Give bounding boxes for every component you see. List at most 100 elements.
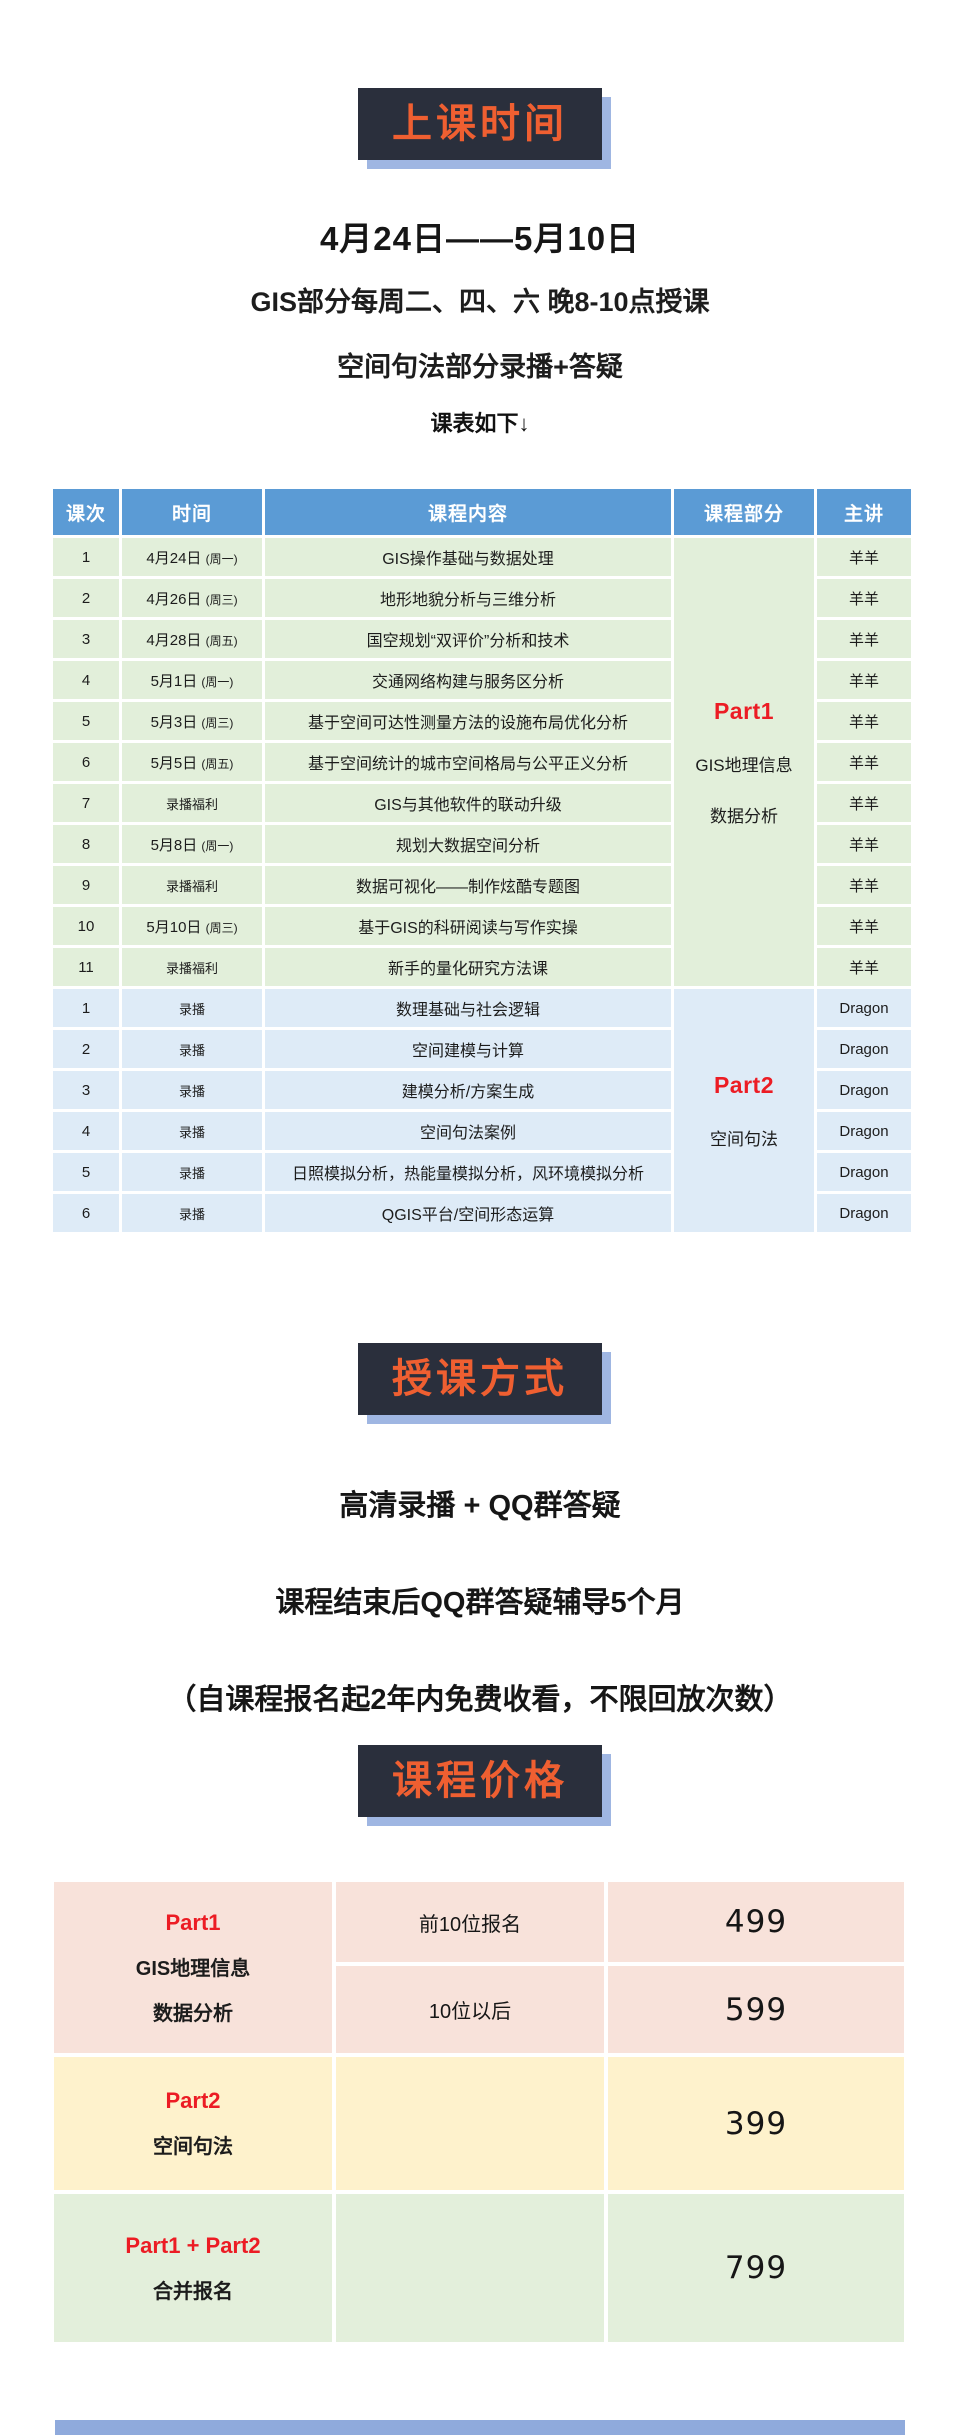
- lesson-time: 5月3日 (周三): [122, 702, 262, 740]
- pricing-row-combo: Part1 + Part2 合并报名 799: [54, 2194, 904, 2342]
- lesson-content: 基于GIS的科研阅读与写作实操: [265, 907, 671, 945]
- lesson-content: 数理基础与社会逻辑: [265, 989, 671, 1027]
- header-time: 时间: [122, 489, 262, 535]
- pricing-row-part1-early: Part1 GIS地理信息 数据分析 前10位报名 499: [54, 1882, 904, 2053]
- pricing-part1-sub1: GIS地理信息: [135, 1957, 251, 1980]
- pricing-title: 课程价格: [392, 1759, 568, 1803]
- lesson-content: 基于空间可达性测量方法的设施布局优化分析: [265, 702, 671, 740]
- lesson-number: 1: [53, 989, 119, 1027]
- pricing-table: Part1 GIS地理信息 数据分析 前10位报名 499 10位以后 599 …: [50, 1878, 908, 2346]
- pricing-combo-sub1: 合并报名: [153, 2280, 233, 2303]
- lesson-time: 录播福利: [122, 866, 262, 904]
- lesson-number: 7: [53, 784, 119, 822]
- class-time-title-box: 上课时间: [358, 88, 602, 160]
- schedule-row: 2 4月26日 (周三) 地形地貌分析与三维分析 羊羊: [53, 579, 911, 617]
- course-part-cell: Part1 GIS地理信息 数据分析: [674, 538, 814, 986]
- schedule-row: 9 录播福利 数据可视化——制作炫酷专题图 羊羊: [53, 866, 911, 904]
- next-table-header-partial: [55, 2420, 905, 2435]
- lesson-teacher: Dragon: [817, 989, 911, 1027]
- schedule-row: 10 5月10日 (周三) 基于GIS的科研阅读与写作实操 羊羊: [53, 907, 911, 945]
- lesson-content: 新手的量化研究方法课: [265, 948, 671, 986]
- pricing-part1-label: Part1: [165, 1909, 221, 1935]
- teaching-method-title: 授课方式: [392, 1357, 568, 1401]
- lesson-number: 3: [53, 620, 119, 658]
- lesson-teacher: 羊羊: [817, 784, 911, 822]
- schedule-row: 6 5月5日 (周五) 基于空间统计的城市空间格局与公平正义分析 羊羊: [53, 743, 911, 781]
- empty-cell: [336, 2057, 604, 2190]
- lesson-number: 6: [53, 743, 119, 781]
- pricing-price-799: 799: [608, 2194, 904, 2342]
- teaching-method-title-box: 授课方式: [358, 1343, 602, 1415]
- lesson-content: 空间句法案例: [265, 1112, 671, 1150]
- lesson-number: 2: [53, 579, 119, 617]
- lesson-number: 4: [53, 661, 119, 699]
- header-content: 课程内容: [265, 489, 671, 535]
- schedule-table: 课次 时间 课程内容 课程部分 主讲 1 4月24日 (周一) GIS操作基础与数据…: [50, 486, 914, 1235]
- lesson-time: 4月26日 (周三): [122, 579, 262, 617]
- lesson-number: 3: [53, 1071, 119, 1109]
- pricing-part2-sub1: 空间句法: [153, 2136, 233, 2158]
- lesson-number: 8: [53, 825, 119, 863]
- pricing-row-part1-late: 10位以后 599: [54, 1966, 904, 2053]
- lesson-number: 6: [53, 1194, 119, 1232]
- lesson-time: 录播: [122, 1030, 262, 1068]
- lesson-content: 规划大数据空间分析: [265, 825, 671, 863]
- lesson-number: 1: [53, 538, 119, 576]
- schedule-row: 11 录播福利 新手的量化研究方法课 羊羊: [53, 948, 911, 986]
- lesson-content: 数据可视化——制作炫酷专题图: [265, 866, 671, 904]
- header-course-part: 课程部分: [674, 489, 814, 535]
- lesson-time: 录播福利: [122, 948, 262, 986]
- teaching-method-line1: 高清录播 + QQ群答疑: [339, 1490, 621, 1522]
- schedule-row: 6 录播 QGIS平台/空间形态运算 Dragon: [53, 1194, 911, 1232]
- lesson-time: 5月5日 (周五): [122, 743, 262, 781]
- pricing-part1-cell: Part1 GIS地理信息 数据分析: [54, 1882, 332, 2053]
- schedule-header-row: 课次 时间 课程内容 课程部分 主讲: [53, 489, 911, 535]
- lesson-number: 5: [53, 1153, 119, 1191]
- schedule-row: 4 录播 空间句法案例 Dragon: [53, 1112, 911, 1150]
- lesson-teacher: 羊羊: [817, 661, 911, 699]
- schedule-row: 1 4月24日 (周一) GIS操作基础与数据处理 Part1 GIS地理信息 数据分析羊…: [53, 538, 911, 986]
- lesson-content: GIS与其他软件的联动升级: [265, 784, 671, 822]
- header-lesson-no: 课次: [53, 489, 119, 535]
- lesson-time: 录播福利: [122, 784, 262, 822]
- lesson-content: 建模分析/方案生成: [265, 1071, 671, 1109]
- lesson-time: 4月28日 (周五): [122, 620, 262, 658]
- pricing-combo-label: Part1 + Part2: [125, 2232, 261, 2258]
- lesson-teacher: Dragon: [817, 1030, 911, 1068]
- lesson-content: 空间建模与计算: [265, 1030, 671, 1068]
- lesson-number: 4: [53, 1112, 119, 1150]
- header-teacher: 主讲: [817, 489, 911, 535]
- schedule-row: 4 5月1日 (周一) 交通网络构建与服务区分析 羊羊: [53, 661, 911, 699]
- lesson-teacher: 羊羊: [817, 538, 911, 576]
- class-time-title: 上课时间: [392, 102, 568, 146]
- table-intro: 课表如下↓: [430, 411, 530, 436]
- lesson-teacher: 羊羊: [817, 743, 911, 781]
- schedule-row: 3 4月28日 (周五) 国空规划“双评价”分析和技术 羊羊: [53, 620, 911, 658]
- lesson-number: 9: [53, 866, 119, 904]
- lesson-teacher: Dragon: [817, 1153, 911, 1191]
- lesson-number: 5: [53, 702, 119, 740]
- gis-schedule-line: GIS部分每周二、四、六 晚8-10点授课: [250, 287, 710, 317]
- schedule-row: 2 录播 空间建模与计算 Dragon: [53, 1030, 911, 1068]
- lesson-teacher: Dragon: [817, 1071, 911, 1109]
- lesson-teacher: 羊羊: [817, 907, 911, 945]
- lesson-teacher: 羊羊: [817, 620, 911, 658]
- lesson-content: 日照模拟分析，热能量模拟分析，风环境模拟分析: [265, 1153, 671, 1191]
- lesson-teacher: Dragon: [817, 1194, 911, 1232]
- lesson-teacher: 羊羊: [817, 825, 911, 863]
- syntax-schedule-line: 空间句法部分录播+答疑: [337, 352, 623, 382]
- pricing-row-part2: Part2 空间句法 399: [54, 2057, 904, 2190]
- lesson-time: 录播: [122, 989, 262, 1027]
- schedule-row: 5 录播 日照模拟分析，热能量模拟分析，风环境模拟分析 Dragon: [53, 1153, 911, 1191]
- pricing-part2-cell: Part2 空间句法: [54, 2057, 332, 2190]
- pricing-combo-cell: Part1 + Part2 合并报名: [54, 2194, 332, 2342]
- lesson-time: 5月10日 (周三): [122, 907, 262, 945]
- pricing-price-399: 399: [608, 2057, 904, 2190]
- pricing-part2-label: Part2: [165, 2088, 221, 2113]
- date-range: 4月24日——5月10日: [319, 220, 641, 257]
- lesson-time: 录播: [122, 1153, 262, 1191]
- lesson-content: 基于空间统计的城市空间格局与公平正义分析: [265, 743, 671, 781]
- schedule-row: 5 5月3日 (周三) 基于空间可达性测量方法的设施布局优化分析 羊羊: [53, 702, 911, 740]
- empty-cell: [336, 2194, 604, 2342]
- pricing-tier-early: 前10位报名: [336, 1882, 604, 1962]
